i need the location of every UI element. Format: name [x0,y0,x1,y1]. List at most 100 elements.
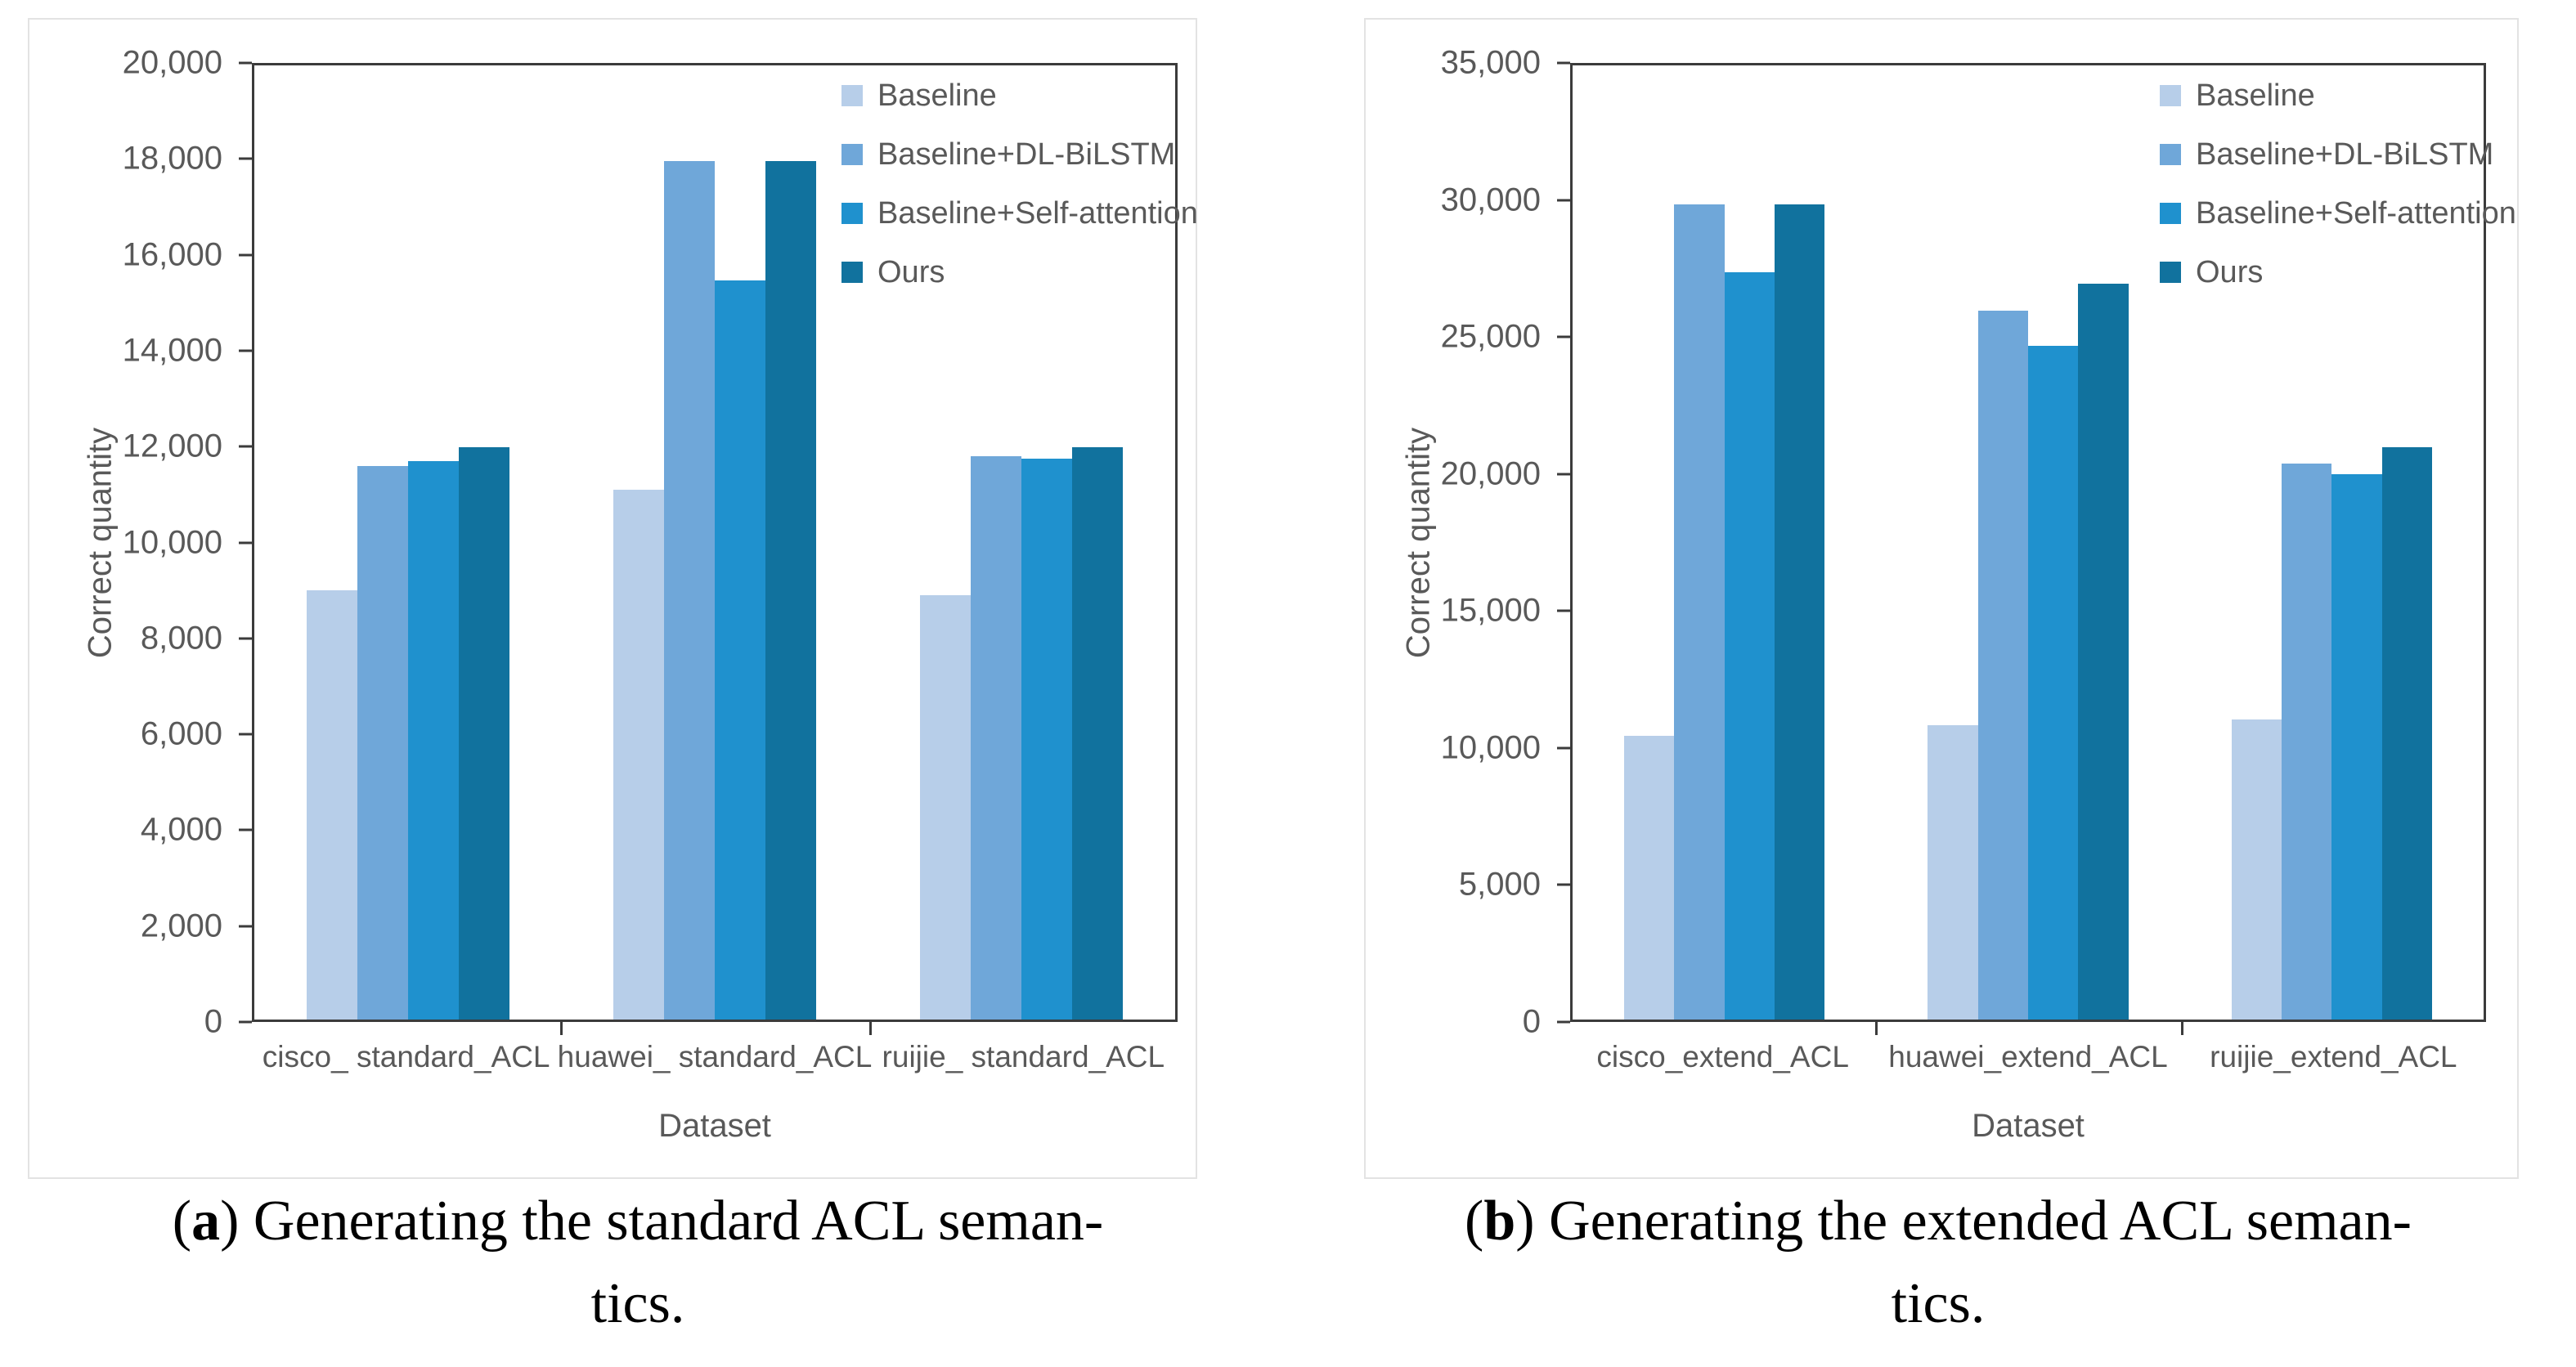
y-tick-mark [1557,883,1570,886]
legend-swatch-icon [2160,262,2181,283]
bar-a-3-baseline [920,594,972,1020]
y-tick-mark [239,445,252,448]
y-tick-label: 35,000 [1440,44,1541,81]
y-tick-mark [239,1020,252,1024]
x-category-label: ruijie_extend_ACL [2210,1040,2457,1073]
legend-label: Ours [2196,254,2264,289]
y-tick-label: 25,000 [1440,318,1541,355]
y-tick-label: 5,000 [1458,866,1541,903]
legend-swatch-icon [2160,85,2181,106]
y-tick-mark [239,61,252,65]
y-tick-label: 20,000 [1440,455,1541,492]
bar-a-1-baseline [306,589,357,1020]
legend-label: Baseline [2196,78,2315,113]
y-tick-label: 2,000 [140,908,222,944]
x-category-label: cisco_extend_ACL [1596,1040,1849,1073]
bar-b-2-baseline-self-attention [2028,346,2079,1020]
caption-b: (b) Generating the extended ACL seman- t… [1300,1184,2576,1341]
bar-a-2-baseline [613,490,665,1020]
caption-a-line1: (a) Generating the standard ACL seman- [172,1190,1104,1253]
caption-a: (a) Generating the standard ACL seman- t… [0,1184,1276,1341]
legend-swatch-icon [2160,144,2181,165]
y-tick-label: 4,000 [140,811,222,848]
bar-b-1-baseline-dl-bilstm [1674,204,1725,1020]
y-tick-mark [1557,1020,1570,1024]
bar-a-3-baseline-self-attention [1021,459,1073,1020]
bar-b-1-ours [1774,204,1825,1020]
legend-label: Baseline+Self-attention [877,195,1198,231]
chart-panel-a: Baseline Baseline+DL-BiLSTM Baseline+Self-… [28,18,1198,1179]
y-tick-mark [1557,199,1570,202]
legend-b: Baseline Baseline+DL-BiLSTM Baseline+Self-… [2160,66,2516,302]
y-tick-label: 20,000 [122,44,222,81]
y-tick-label: 14,000 [122,332,222,369]
x-axis-title-b: Dataset [1972,1108,2085,1144]
x-category-label: cisco_ standard_ACL [262,1040,550,1073]
legend-item: Baseline [841,66,1198,125]
bar-b-3-ours [2381,446,2432,1020]
bar-a-2-baseline-dl-bilstm [664,160,715,1020]
y-axis-title-a: Correct quantity [82,427,119,658]
y-tick-label: 0 [1522,1003,1541,1040]
x-category-label: huawei_ standard_ACL [557,1040,873,1073]
bar-a-1-ours [458,446,509,1020]
legend-label: Baseline [877,78,997,113]
bar-a-2-baseline-self-attention [715,280,765,1020]
plot-area-b: Baseline Baseline+DL-BiLSTM Baseline+Self-… [1570,63,2516,1022]
bar-b-3-baseline [2231,719,2282,1020]
legend-label: Baseline+DL-BiLSTM [877,137,1176,172]
legend-item: Ours [2160,243,2516,302]
legend-item: Baseline+Self-attention [841,184,1198,243]
y-tick-label: 16,000 [122,236,222,273]
bar-b-1-baseline [1624,736,1675,1020]
caption-b-line2: tics. [1891,1272,1986,1335]
y-tick-label: 18,000 [122,140,222,177]
y-tick-mark [239,925,252,928]
y-tick-mark [239,157,252,160]
legend-a: Baseline Baseline+DL-BiLSTM Baseline+Self-… [841,66,1198,302]
bar-a-1-baseline-self-attention [407,461,459,1020]
y-tick-mark [239,253,252,257]
y-tick-mark [239,637,252,640]
x-tick-mark [1875,1022,1878,1035]
legend-swatch-icon [2160,203,2181,224]
chart-panel-b: Baseline Baseline+DL-BiLSTM Baseline+Self-… [1364,18,2519,1179]
legend-label: Baseline+DL-BiLSTM [2196,137,2494,172]
x-category-label: huawei_extend_ACL [1888,1040,2168,1073]
caption-b-line1: (b) Generating the extended ACL seman- [1465,1190,2412,1253]
legend-swatch-icon [841,144,863,165]
bar-a-1-baseline-dl-bilstm [357,466,408,1020]
bar-b-3-baseline-dl-bilstm [2282,463,2332,1020]
plot-area-a: Baseline Baseline+DL-BiLSTM Baseline+Self-… [252,63,1198,1022]
x-tick-mark [2180,1022,2183,1035]
y-tick-mark [239,349,252,352]
legend-item: Baseline+Self-attention [2160,184,2516,243]
y-tick-label: 0 [204,1003,222,1040]
y-tick-label: 10,000 [122,524,222,560]
y-tick-mark [1557,746,1570,750]
caption-a-line2: tics. [590,1272,685,1335]
legend-item: Baseline+DL-BiLSTM [841,125,1198,184]
y-tick-label: 30,000 [1440,182,1541,218]
legend-swatch-icon [841,262,863,283]
y-tick-mark [1557,335,1570,338]
legend-item: Baseline+DL-BiLSTM [2160,125,2516,184]
x-tick-mark [560,1022,563,1035]
bar-a-3-baseline-dl-bilstm [971,456,1022,1020]
bar-b-2-ours [2078,283,2129,1020]
x-category-label: ruijie_ standard_ACL [882,1040,1165,1073]
legend-swatch-icon [841,203,863,224]
y-tick-label: 8,000 [140,620,222,657]
legend-swatch-icon [841,85,863,106]
y-tick-mark [1557,609,1570,612]
y-tick-mark [239,541,252,544]
y-tick-mark [239,828,252,831]
bar-b-2-baseline [1928,724,1978,1020]
y-tick-mark [1557,473,1570,476]
x-axis-title-a: Dataset [658,1108,771,1144]
y-tick-label: 15,000 [1440,592,1541,629]
y-tick-label: 12,000 [122,428,222,464]
bar-b-3-baseline-self-attention [2331,474,2382,1020]
bar-b-1-baseline-self-attention [1724,272,1775,1020]
y-tick-label: 10,000 [1440,729,1541,766]
